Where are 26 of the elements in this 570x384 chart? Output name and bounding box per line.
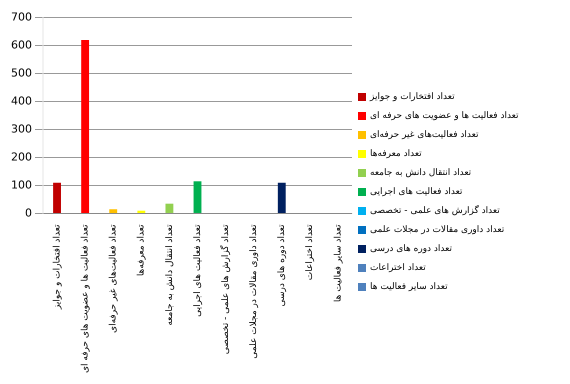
x-tick-label: تعداد اختراعات — [305, 224, 316, 280]
y-tick-label: 700 — [10, 10, 32, 24]
y-tick-label: 100 — [10, 178, 32, 192]
x-tick-label: تعداد افتخارات و جوایز — [52, 224, 62, 310]
y-tick-label: 500 — [10, 66, 32, 80]
x-tick-label: تعداد فعالیت های اجرایی — [192, 224, 203, 317]
legend-label: تعداد افتخارات و جوایز — [370, 92, 455, 102]
x-tick-label: تعداد داوری مقالات در مجلات علمی — [249, 224, 260, 359]
legend-label: تعداد گزارش های علمی - تخصصی — [370, 206, 500, 216]
y-tick-label: 400 — [10, 94, 32, 108]
x-tick-label: تعداد سایر فعالیت ها — [333, 224, 344, 302]
x-tick-label: تعداد معرفه‌ها — [136, 224, 147, 276]
legend-label: تعداد فعالیت ها و عضویت های حرفه ای — [370, 111, 519, 121]
x-tick-label: تعداد انتقال دانش به جامعه — [164, 224, 175, 326]
x-tick-label: تعداد فعالیت‌های غیر حرفه‌ای — [108, 224, 119, 333]
x-tick-label: تعداد فعالیت ها و عضویت های حرفه ای — [80, 224, 90, 374]
legend-label: تعداد فعالیت‌های غیر حرفه‌ای — [370, 130, 478, 140]
legend-label: تعداد فعالیت های اجرایی — [370, 187, 462, 197]
y-tick-label: 600 — [10, 38, 32, 52]
x-tick-label: تعداد گزارش های علمی - تخصصی — [218, 224, 231, 354]
legend-label: تعداد معرفه‌ها — [370, 149, 422, 159]
y-tick-label: 300 — [10, 122, 32, 136]
y-tick-label: 200 — [10, 150, 32, 164]
y-tick-label: 0 — [24, 206, 32, 220]
legend-label: تعداد انتقال دانش به جامعه — [370, 168, 472, 178]
x-tick-label: تعداد دوره های درسی — [277, 224, 288, 306]
